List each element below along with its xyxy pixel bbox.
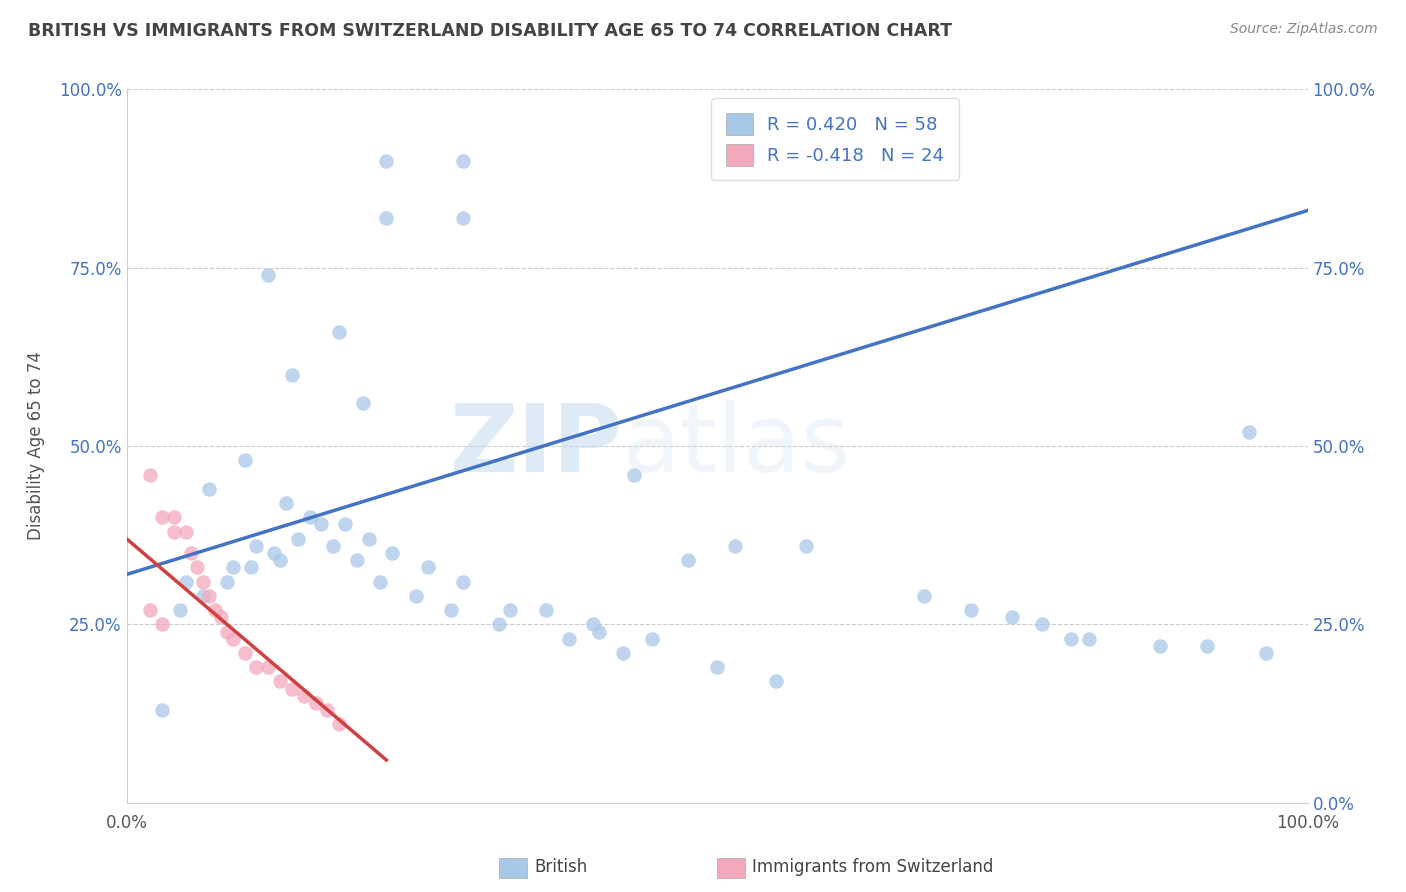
Point [765,674,787,689]
Text: atlas: atlas [623,400,851,492]
Point [287,532,309,546]
Point [263,546,285,560]
Point [233,453,256,467]
Point [352,396,374,410]
Point [499,603,522,617]
Text: Source: ZipAtlas.com: Source: ZipAtlas.com [1230,22,1378,37]
Point [960,603,983,617]
Point [245,539,267,553]
Point [215,624,238,639]
Point [292,689,315,703]
Point [222,632,245,646]
Point [186,560,208,574]
Point [405,589,427,603]
Point [488,617,510,632]
Point [139,467,162,482]
Text: ZIP: ZIP [450,400,623,492]
Point [198,482,221,496]
Point [588,624,610,639]
Point [150,617,173,632]
Point [257,268,280,282]
Point [298,510,321,524]
Point [233,646,256,660]
Point [1237,425,1260,439]
Point [1149,639,1171,653]
Point [328,717,350,731]
Point [912,589,935,603]
Point [706,660,728,674]
Point [333,517,356,532]
Point [150,510,173,524]
Point [150,703,173,717]
Point [328,325,350,339]
Point [451,574,474,589]
Text: BRITISH VS IMMIGRANTS FROM SWITZERLAND DISABILITY AGE 65 TO 74 CORRELATION CHART: BRITISH VS IMMIGRANTS FROM SWITZERLAND D… [28,22,952,40]
Point [794,539,817,553]
Point [724,539,747,553]
Point [1001,610,1024,624]
Point [174,524,197,539]
Point [198,589,221,603]
Point [311,517,333,532]
Point [209,610,232,624]
Point [169,603,191,617]
Point [163,510,186,524]
Point [274,496,297,510]
Point [558,632,581,646]
Point [222,560,245,574]
Point [346,553,368,567]
Point [641,632,664,646]
Point [357,532,380,546]
Point [1060,632,1083,646]
Point [416,560,439,574]
Point [215,574,238,589]
Point [239,560,262,574]
Point [1256,646,1278,660]
Point [440,603,463,617]
Text: Immigrants from Switzerland: Immigrants from Switzerland [752,858,994,876]
Point [623,467,645,482]
Point [1197,639,1219,653]
Point [163,524,186,539]
Point [1078,632,1101,646]
Point [193,589,215,603]
Point [180,546,202,560]
Point [612,646,634,660]
Legend: R = 0.420   N = 58, R = -0.418   N = 24: R = 0.420 N = 58, R = -0.418 N = 24 [711,98,959,180]
Y-axis label: Disability Age 65 to 74: Disability Age 65 to 74 [27,351,45,541]
Point [193,574,215,589]
Point [281,681,304,696]
Point [269,553,291,567]
Point [245,660,267,674]
Point [304,696,326,710]
Point [139,603,162,617]
Point [582,617,605,632]
Point [534,603,557,617]
Point [1031,617,1053,632]
Point [204,603,226,617]
Point [257,660,280,674]
Point [375,211,398,225]
Point [269,674,291,689]
Point [451,153,474,168]
Text: British: British [534,858,588,876]
Point [281,368,304,382]
Point [381,546,404,560]
Point [316,703,339,717]
Point [451,211,474,225]
Point [676,553,699,567]
Point [370,574,392,589]
Point [322,539,344,553]
Point [375,153,398,168]
Point [174,574,197,589]
